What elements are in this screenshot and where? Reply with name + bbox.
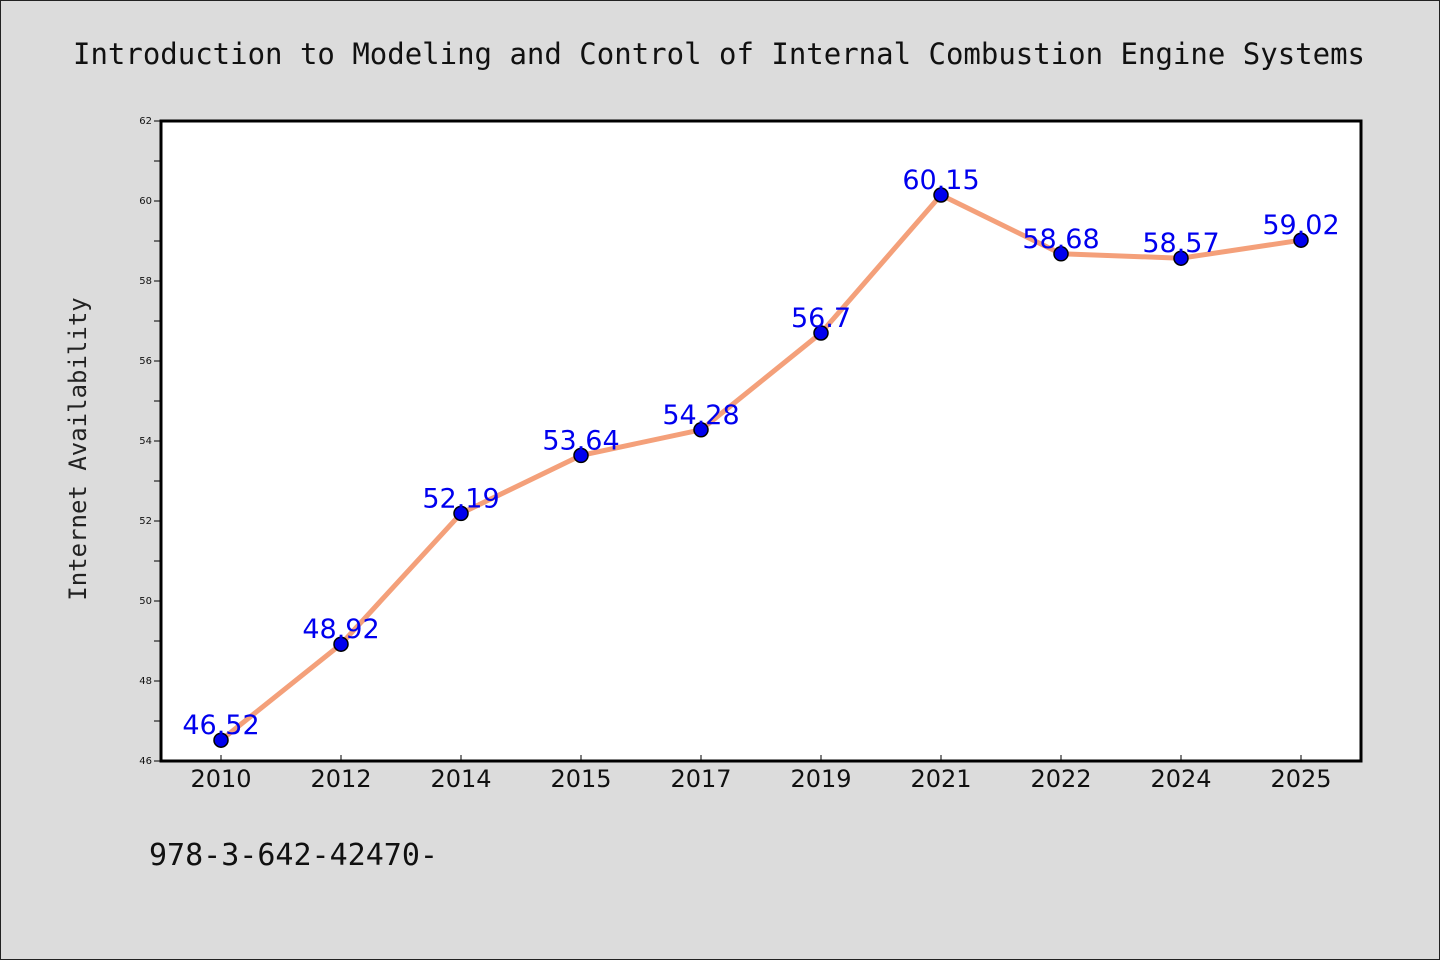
data-labels: 46.52 48.92 52.19 53.64 54.28 56.7 60.15 58.68 5… (182, 165, 1339, 741)
x-tick-label: 2025 (1270, 765, 1331, 793)
y-tick-label: 58 (139, 276, 152, 287)
data-point (813, 325, 829, 341)
y-tick-label: 54 (139, 436, 152, 447)
y-tick-label: 56 (139, 356, 152, 367)
x-tick-label: 2014 (430, 765, 491, 793)
data-label: 60.15 (902, 165, 979, 196)
data-label: 53.64 (542, 425, 619, 456)
chart-title: Introduction to Modeling and Control of … (73, 37, 1365, 71)
y-tick-label: 46 (139, 756, 152, 767)
x-tick-label: 2019 (790, 765, 851, 793)
y-axis-ticks: 46 48 50 52 54 56 58 60 62 (139, 116, 161, 767)
plot-area (159, 119, 1363, 763)
series-line (218, 192, 1304, 743)
x-tick-label: 2017 (670, 765, 731, 793)
y-tick-label: 52 (139, 516, 152, 527)
x-tick-label: 2021 (910, 765, 971, 793)
data-point (1293, 232, 1309, 248)
x-axis-ticks: 2010 2012 2014 2015 2017 2019 2021 2022 2024 2025 (190, 755, 1332, 793)
series-polyline (218, 192, 1304, 743)
data-point (1173, 250, 1189, 266)
y-tick-label: 48 (139, 676, 152, 687)
data-point (693, 422, 709, 438)
x-tick-label: 2010 (190, 765, 251, 793)
x-tick-label: 2024 (1150, 765, 1211, 793)
data-label: 54.28 (662, 400, 739, 431)
y-tick-label: 60 (139, 196, 152, 207)
data-point (333, 636, 349, 652)
data-label: 56.7 (791, 303, 851, 334)
data-label: 58.68 (1022, 224, 1099, 255)
y-tick-label: 62 (139, 116, 152, 127)
x-tick-label: 2022 (1030, 765, 1091, 793)
data-label: 52.19 (422, 483, 499, 514)
data-point (453, 505, 469, 522)
data-label: 48.92 (302, 614, 379, 645)
data-point (573, 447, 589, 464)
data-label: 58.57 (1142, 228, 1219, 259)
footer-text: 978-3-642-42470- (149, 838, 438, 873)
data-point (1053, 246, 1069, 262)
y-tick-label: 50 (139, 596, 152, 607)
y-axis-label: Internet Availability (64, 297, 92, 600)
data-point (213, 732, 229, 748)
data-label: 46.52 (182, 710, 259, 741)
data-label: 59.02 (1262, 210, 1339, 241)
x-tick-label: 2012 (310, 765, 371, 793)
x-tick-label: 2015 (550, 765, 611, 793)
data-points (213, 187, 1309, 748)
data-point (933, 187, 949, 203)
